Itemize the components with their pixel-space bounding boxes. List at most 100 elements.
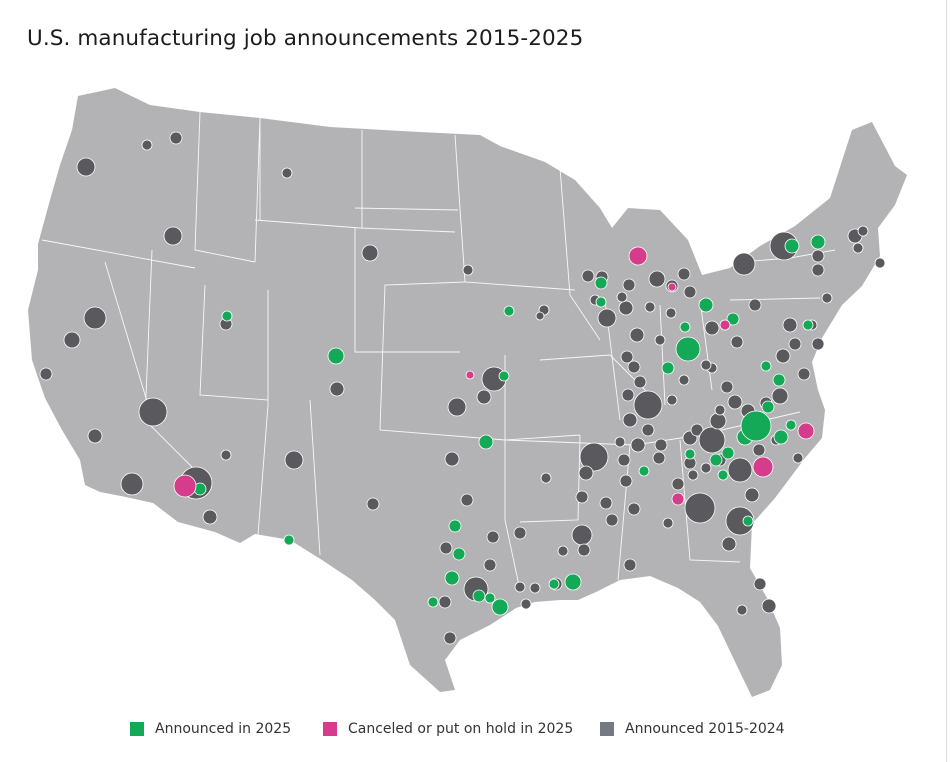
announced-2025-marker — [548, 578, 560, 590]
us-land-shape — [28, 88, 907, 697]
announced-2015-2024-marker — [852, 242, 864, 254]
announced-2015-2024-marker — [619, 474, 633, 488]
announced-2015-2024-marker — [727, 394, 743, 410]
announced-2015-2024-marker — [721, 536, 737, 552]
announced-2025-marker — [661, 361, 675, 375]
announced-2025-marker — [452, 547, 466, 561]
announced-2015-2024-marker — [725, 506, 755, 536]
announced-2025-marker — [742, 515, 754, 527]
page-title: U.S. manufacturing job announcements 201… — [27, 26, 584, 51]
announced-2015-2024-marker — [202, 509, 218, 525]
announced-2015-2024-marker — [788, 337, 802, 351]
announced-2025-marker — [283, 534, 295, 546]
announced-2015-2024-marker — [671, 477, 685, 491]
announced-2015-2024-marker — [571, 524, 593, 546]
announced-2015-2024-marker — [736, 604, 748, 616]
announced-2015-2024-marker — [447, 397, 467, 417]
announced-2015-2024-marker — [476, 389, 492, 405]
announced-2015-2024-marker — [535, 311, 545, 321]
announced-2015-2024-marker — [443, 631, 457, 645]
announced-2025-marker — [721, 446, 735, 460]
announced-2025-marker — [679, 321, 691, 333]
announced-2015-2024-marker — [361, 244, 379, 262]
announced-2015-2024-marker — [605, 513, 619, 527]
announced-2015-2024-marker — [460, 493, 474, 507]
canceled-2025-marker — [667, 282, 677, 292]
announced-2025-marker — [595, 296, 607, 308]
canceled-2025-marker — [797, 422, 815, 440]
announced-2015-2024-marker — [648, 270, 666, 288]
announced-2015-2024-marker — [732, 252, 756, 276]
announced-2015-2024-marker — [529, 582, 541, 594]
legend-item-canceled-2025: Canceled or put on hold in 2025 — [323, 721, 573, 737]
announced-2015-2024-marker — [629, 327, 645, 343]
announced-2025-markers — [193, 234, 826, 616]
announced-2015-2024-marker — [771, 387, 789, 405]
announced-2025-marker — [785, 419, 797, 431]
announced-2025-marker — [810, 234, 826, 250]
announced-2025-marker — [491, 598, 509, 616]
announced-2015-2024-marker — [690, 423, 704, 437]
legend-label: Canceled or put on hold in 2025 — [348, 721, 574, 737]
announced-2025-marker — [503, 305, 515, 317]
announced-2015-2024-marker — [644, 301, 656, 313]
announced-2015-2024-marker — [76, 157, 96, 177]
announced-2015-2024-marker — [752, 443, 766, 457]
announced-2015-2024-marker — [622, 412, 638, 428]
announced-2015-2024-marker — [616, 291, 628, 303]
canceled-2025-markers — [173, 246, 815, 506]
legend-swatch-green — [130, 722, 144, 736]
announced-2015-2024-marker — [520, 598, 532, 610]
announced-2015-2024-marker — [581, 269, 595, 283]
announced-2015-2024-marker — [753, 577, 767, 591]
announced-2015-2024-marker — [633, 390, 663, 420]
announced-2025-marker — [638, 465, 650, 477]
announced-2015-2024-marker — [714, 404, 726, 416]
announced-2015-2024-marker — [439, 541, 453, 555]
announced-2015-2024-marker — [63, 331, 81, 349]
announced-2025-marker — [472, 589, 486, 603]
announced-2015-2024-marker — [163, 226, 183, 246]
announced-2015-2024-marker — [141, 139, 153, 151]
announced-2015-2024-marker — [514, 581, 526, 593]
announced-2025-marker — [802, 319, 814, 331]
announced-2015-2024-marker — [329, 381, 345, 397]
announced-2015-2024-marker — [597, 308, 617, 328]
announced-2015-2024-marker — [797, 367, 811, 381]
announced-2015-2024-marker — [513, 526, 527, 540]
announced-2015-2024-marker — [874, 257, 886, 269]
announced-2015-2024-marker — [727, 457, 753, 483]
canceled-2025-marker — [752, 456, 774, 478]
announced-2015-2024-marker — [614, 436, 626, 448]
announced-2015-2024-marker — [683, 285, 697, 299]
announced-2015-2024-marker — [730, 335, 744, 349]
announced-2025-marker — [740, 410, 772, 442]
announced-2025-marker — [327, 347, 345, 365]
legend: Announced in 2025 Canceled or put on hol… — [0, 721, 950, 741]
announced-2015-2024-marker — [744, 487, 760, 503]
announced-2015-2024-marker — [444, 451, 460, 467]
announced-2015-2024-marker — [677, 267, 691, 281]
announced-2015-2024-marker — [748, 298, 762, 312]
canceled-2025-marker — [719, 319, 731, 331]
announced-2015-2024-marker — [678, 374, 690, 386]
announced-2025-marker — [773, 429, 789, 445]
announced-2015-2024-marker — [578, 465, 594, 481]
announced-2015-2024-marker — [220, 449, 232, 461]
announced-2025-marker — [498, 370, 510, 382]
announced-2015-2024-marker — [811, 263, 825, 277]
legend-label: Announced 2015-2024 — [625, 721, 785, 737]
announced-2025-marker — [698, 297, 714, 313]
announced-2015-2024-marker — [627, 360, 641, 374]
announced-2015-2024-marker — [821, 292, 833, 304]
announced-2015-2024-marker — [782, 317, 798, 333]
announced-2025-marker — [761, 400, 775, 414]
us-map — [28, 88, 907, 697]
announced-2015-2024-marker — [662, 517, 674, 529]
announced-2025-marker — [675, 336, 701, 362]
announced-2015-2024-marker — [579, 442, 609, 472]
announced-2015-2024-marker — [641, 423, 655, 437]
announced-2015-2024-marker — [281, 167, 293, 179]
announced-2025-marker — [684, 448, 696, 460]
announced-2015-2024-marker — [811, 337, 825, 351]
